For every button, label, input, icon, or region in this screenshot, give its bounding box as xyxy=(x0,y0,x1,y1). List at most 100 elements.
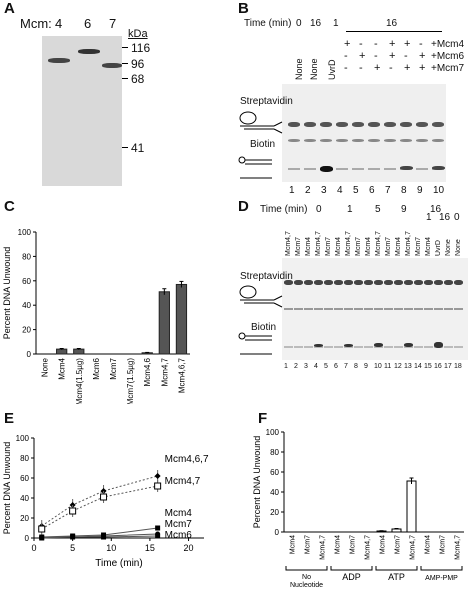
gel-band xyxy=(344,280,353,285)
y-tick-label: 40 xyxy=(20,494,29,503)
panel-c-letter: C xyxy=(4,198,15,215)
data-point xyxy=(39,535,45,541)
series-line xyxy=(41,535,158,539)
panel-a-gel xyxy=(42,36,122,186)
gel-band xyxy=(102,63,122,68)
lane-label: Mcm7 xyxy=(355,236,362,256)
gel-band xyxy=(334,308,343,310)
series-label: Mcm4 xyxy=(165,508,193,519)
lane-label: Mcm4,7 xyxy=(315,231,322,256)
gel-band xyxy=(400,139,412,142)
panel-a-lane-7: 7 xyxy=(109,16,117,31)
gel-band xyxy=(400,122,412,127)
group-label: AMP-PMP xyxy=(425,575,458,582)
gel-band xyxy=(414,346,423,348)
sign-cell: + xyxy=(419,50,426,62)
gel-band xyxy=(400,166,413,170)
sign-cell: - xyxy=(374,50,378,62)
y-tick-label: 60 xyxy=(22,277,31,286)
bar xyxy=(175,283,188,355)
y-axis-label: Percent DNA Unwound xyxy=(2,247,12,340)
series-line xyxy=(41,485,158,530)
panel-b-time-16b: 16 xyxy=(386,18,398,29)
panel-d-dna-schematic xyxy=(238,285,283,355)
data-point xyxy=(101,534,107,540)
gel-band xyxy=(368,122,380,127)
lane-label: Mcm4 xyxy=(305,236,312,256)
data-point xyxy=(69,507,77,515)
x-tick-label: Mcm7 xyxy=(395,535,402,554)
y-axis-label: Percent DNA Unwound xyxy=(2,442,12,535)
x-tick-label: Mcm4,7 xyxy=(410,535,417,560)
gel-band xyxy=(288,139,300,142)
lane-label: None xyxy=(445,239,452,256)
y-tick-label: 60 xyxy=(270,468,279,477)
x-axis-label: Time (min) xyxy=(95,558,142,569)
gel-band xyxy=(404,280,413,285)
gel-band xyxy=(320,122,332,127)
panel-b-gel xyxy=(282,84,446,182)
lane-label: Mcm4,7 xyxy=(285,231,292,256)
gel-band xyxy=(444,308,453,310)
lane-number: 1 xyxy=(284,363,288,370)
lane-number: 9 xyxy=(364,363,368,370)
gel-band xyxy=(416,168,428,170)
panel-a-letter: A xyxy=(4,0,15,17)
panel-b-time-0: 0 xyxy=(296,18,302,29)
y-tick-label: 80 xyxy=(270,448,279,457)
lane-number: 2 xyxy=(294,363,298,370)
panel-b-streptavidin-label: Streptavidin xyxy=(240,96,293,107)
lane-label: Mcm4,7 xyxy=(375,231,382,256)
gel-band xyxy=(284,280,293,285)
gel-band xyxy=(336,139,348,142)
gel-band xyxy=(424,308,433,310)
gel-band xyxy=(394,280,403,285)
panel-d-streptavidin-label: Streptavidin xyxy=(240,271,293,282)
sign-cell: - xyxy=(359,62,363,74)
data-point xyxy=(154,473,161,479)
group-label: ADP xyxy=(342,572,361,582)
data-point xyxy=(154,482,162,490)
gel-band xyxy=(454,308,463,310)
x-tick-label: Mcm4,6,7 xyxy=(177,357,186,393)
gel-band xyxy=(344,346,353,348)
lane-label: Mcm4 xyxy=(425,236,432,256)
gel-band xyxy=(432,122,444,127)
x-tick-label: Mcm4 xyxy=(290,535,297,554)
lane-number: 7 xyxy=(344,363,348,370)
gel-band xyxy=(454,280,463,285)
x-tick-label: 5 xyxy=(70,543,75,553)
lane-number: 15 xyxy=(424,363,432,370)
panel-b-lane-uvrd: UvrD xyxy=(327,59,337,81)
x-tick-label: Mcm4,6 xyxy=(143,357,152,386)
panel-f-letter: F xyxy=(258,410,268,427)
panel-a-kda-label: kDa xyxy=(128,28,148,40)
gel-band xyxy=(284,346,293,348)
data-point xyxy=(38,525,46,533)
panel-b-lane-none-2: None xyxy=(309,58,319,80)
gel-band xyxy=(314,308,323,310)
y-tick-label: 100 xyxy=(16,434,30,443)
gel-band xyxy=(368,139,380,142)
gel-band xyxy=(288,168,300,170)
x-tick-label: Mcm7 xyxy=(305,535,312,554)
gel-band xyxy=(384,139,396,142)
group-label: ATP xyxy=(388,572,405,582)
group-label: No xyxy=(302,574,311,581)
panel-b-lane-none-1: None xyxy=(294,58,304,80)
gel-band xyxy=(434,308,443,310)
marker-68: 68 xyxy=(131,72,145,86)
lane-number: 11 xyxy=(384,363,392,370)
lane-label: Mcm4,7 xyxy=(405,231,412,256)
y-tick-label: 0 xyxy=(25,534,30,543)
gel-band xyxy=(404,346,413,348)
gel-band xyxy=(414,280,423,285)
gel-band xyxy=(78,49,100,54)
marker-tick xyxy=(122,147,128,148)
panel-d-biotin-label: Biotin xyxy=(251,322,277,333)
lane-number: 2 xyxy=(305,185,311,196)
y-tick-label: 80 xyxy=(22,252,31,261)
gel-band xyxy=(336,168,348,170)
series-label: Mcm6 xyxy=(165,530,193,541)
time-value: 9 xyxy=(401,204,407,215)
